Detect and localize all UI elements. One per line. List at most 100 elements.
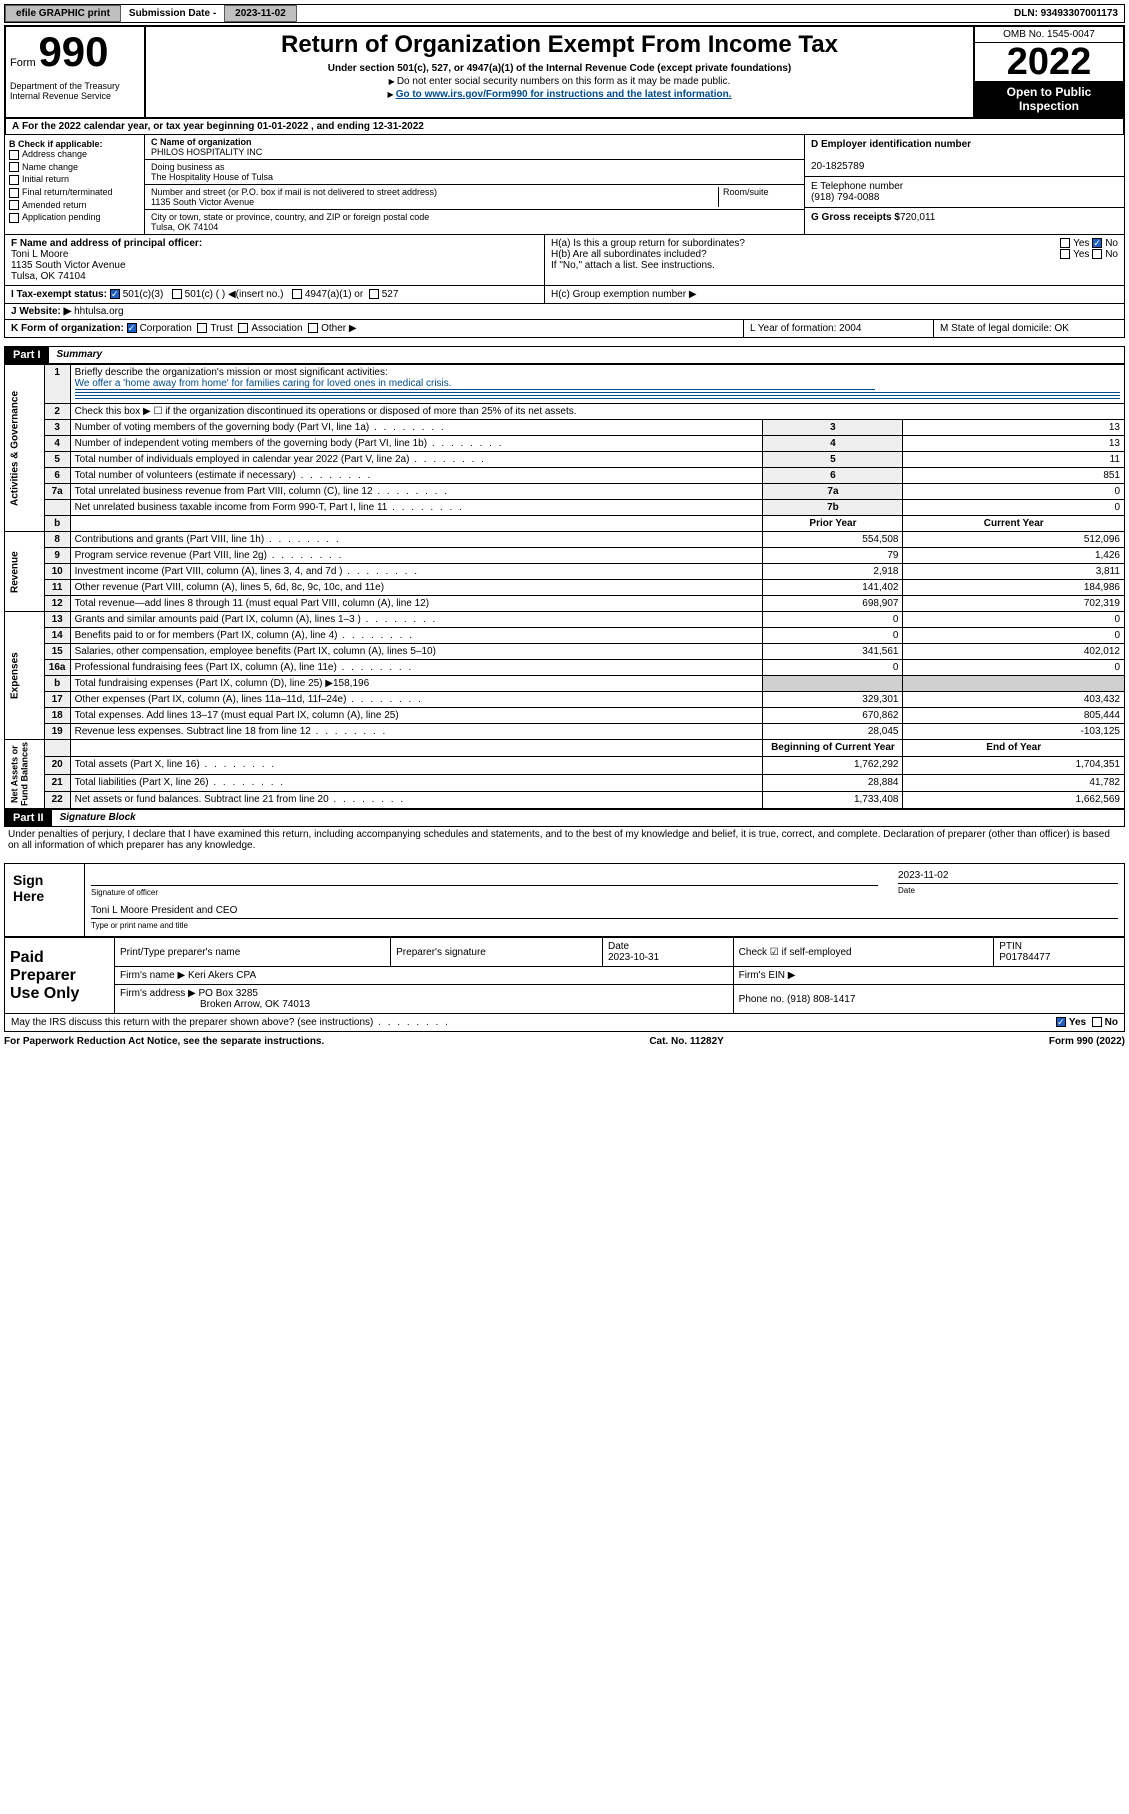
c-name-label: C Name of organization	[151, 137, 252, 147]
part1-header: Part I Summary	[4, 346, 1125, 364]
d-label: D Employer identification number	[811, 139, 971, 150]
subtitle-2: Do not enter social security numbers on …	[150, 76, 969, 87]
m-domicile: M State of legal domicile: OK	[934, 320, 1124, 337]
submission-label: Submission Date -	[125, 8, 220, 19]
firm-phone: Phone no. (918) 808-1417	[733, 985, 1124, 1014]
firm-addr: Firm's address ▶ PO Box 3285Broken Arrow…	[115, 985, 734, 1014]
prep-ptin: PTINP01784477	[994, 938, 1125, 967]
line16b: Total fundraising expenses (Part IX, col…	[70, 676, 763, 692]
i-501c3[interactable]: 501(c)(3)	[123, 289, 164, 300]
line16a: Professional fundraising fees (Part IX, …	[70, 660, 763, 676]
line13: Grants and similar amounts paid (Part IX…	[70, 612, 763, 628]
public-inspection: Open to Public Inspection	[975, 81, 1123, 117]
line8: Contributions and grants (Part VIII, lin…	[70, 532, 763, 548]
room-label: Room/suite	[718, 187, 798, 207]
ein: 20-1825789	[811, 161, 864, 172]
discuss-row: May the IRS discuss this return with the…	[4, 1014, 1125, 1032]
prep-check: Check ☑ if self-employed	[733, 938, 994, 967]
side-expenses: Expenses	[5, 612, 45, 740]
k-assoc[interactable]: Association	[251, 323, 302, 334]
h-b-note: If "No," attach a list. See instructions…	[551, 260, 1118, 271]
footer-mid: Cat. No. 11282Y	[649, 1036, 723, 1047]
side-activities: Activities & Governance	[5, 365, 45, 532]
h-a: H(a) Is this a group return for subordin…	[551, 238, 1118, 249]
officer-city: Tulsa, OK 74104	[11, 271, 538, 282]
signature-block: Sign Here Signature of officer 2023-11-0…	[4, 863, 1125, 937]
officer-name: Toni L Moore	[11, 249, 538, 260]
b-pending[interactable]: Application pending	[9, 212, 140, 223]
sig-date-label: Date	[898, 886, 1118, 895]
b-final[interactable]: Final return/terminated	[9, 187, 140, 198]
e-label: E Telephone number	[811, 181, 903, 192]
beg-year-hdr: Beginning of Current Year	[763, 740, 903, 757]
submission-date: 2023-11-02	[224, 5, 297, 22]
subtitle-1: Under section 501(c), 527, or 4947(a)(1)…	[150, 63, 969, 74]
footer: For Paperwork Reduction Act Notice, see …	[4, 1032, 1125, 1051]
k-corp[interactable]: Corporation	[140, 323, 192, 334]
street-addr: 1135 South Victor Avenue	[151, 197, 254, 207]
line18: Total expenses. Add lines 13–17 (must eq…	[70, 708, 763, 724]
side-revenue: Revenue	[5, 532, 45, 612]
l-formation: L Year of formation: 2004	[744, 320, 934, 337]
prior-year-hdr: Prior Year	[763, 516, 903, 532]
line2: Check this box ▶ ☐ if the organization d…	[70, 404, 1124, 420]
side-netassets: Net Assets or Fund Balances	[5, 740, 45, 809]
line4: Number of independent voting members of …	[70, 436, 763, 452]
line9: Program service revenue (Part VIII, line…	[70, 548, 763, 564]
f-h-block: F Name and address of principal officer:…	[4, 235, 1125, 286]
city-label: City or town, state or province, country…	[151, 212, 429, 222]
b-initial[interactable]: Initial return	[9, 174, 140, 185]
i-501c[interactable]: 501(c) ( ) ◀(insert no.)	[185, 289, 284, 300]
phone: (918) 794-0088	[811, 192, 879, 203]
b-amended[interactable]: Amended return	[9, 200, 140, 211]
officer-addr: 1135 South Victor Avenue	[11, 260, 538, 271]
tax-year: 2022	[975, 43, 1123, 81]
k-trust[interactable]: Trust	[210, 323, 232, 334]
efile-label: efile GRAPHIC print	[5, 5, 121, 22]
line5: Total number of individuals employed in …	[70, 452, 763, 468]
line21: Total liabilities (Part X, line 26)	[70, 774, 763, 791]
city: Tulsa, OK 74104	[151, 222, 218, 232]
b-name-change[interactable]: Name change	[9, 162, 140, 173]
preparer-block: Paid Preparer Use Only Print/Type prepar…	[4, 937, 1125, 1014]
prep-name-hdr: Print/Type preparer's name	[115, 938, 391, 967]
sign-here-label: Sign Here	[5, 864, 85, 936]
officer-title-label: Type or print name and title	[91, 921, 1118, 930]
prep-sig-hdr: Preparer's signature	[391, 938, 603, 967]
form-title: Return of Organization Exempt From Incom…	[150, 31, 969, 59]
declaration: Under penalties of perjury, I declare th…	[4, 827, 1125, 853]
k-row: K Form of organization: Corporation Trus…	[4, 320, 1125, 338]
subtitle-3: Go to www.irs.gov/Form990 for instructio…	[150, 89, 969, 100]
sig-date: 2023-11-02	[898, 870, 1118, 884]
current-year-hdr: Current Year	[903, 516, 1125, 532]
line22: Net assets or fund balances. Subtract li…	[70, 791, 763, 808]
line7a: Total unrelated business revenue from Pa…	[70, 484, 763, 500]
k-other[interactable]: Other ▶	[321, 323, 356, 334]
dba: The Hospitality House of Tulsa	[151, 172, 273, 182]
j-row: J Website: ▶ hhtulsa.org	[4, 304, 1125, 320]
end-year-hdr: End of Year	[903, 740, 1125, 757]
i-4947[interactable]: 4947(a)(1) or	[305, 289, 363, 300]
website[interactable]: hhtulsa.org	[74, 306, 123, 317]
paid-preparer-label: Paid Preparer Use Only	[5, 938, 115, 1014]
tax-year-line: A For the 2022 calendar year, or tax yea…	[4, 119, 1125, 135]
line7b: Net unrelated business taxable income fr…	[70, 500, 763, 516]
line12: Total revenue—add lines 8 through 11 (mu…	[70, 596, 763, 612]
addr-label: Number and street (or P.O. box if mail i…	[151, 187, 437, 197]
b-header: B Check if applicable:	[9, 139, 140, 149]
org-name: PHILOS HOSPITALITY INC	[151, 147, 262, 157]
i-527[interactable]: 527	[382, 289, 399, 300]
dln: DLN: 93493307001173	[1014, 8, 1124, 19]
form-header: Form 990 Department of the Treasury Inte…	[4, 25, 1125, 119]
line6: Total number of volunteers (estimate if …	[70, 468, 763, 484]
footer-left: For Paperwork Reduction Act Notice, see …	[4, 1036, 324, 1047]
firm-name: Firm's name ▶ Keri Akers CPA	[115, 967, 734, 985]
line1-label: Briefly describe the organization's miss…	[75, 367, 388, 378]
i-label: I Tax-exempt status:	[11, 289, 107, 300]
line20: Total assets (Part X, line 16)	[70, 757, 763, 774]
form-word: Form	[10, 57, 36, 69]
part2-header: Part II Signature Block	[4, 809, 1125, 827]
gross-receipts: 720,011	[900, 212, 935, 223]
h-b: H(b) Are all subordinates included? Yes …	[551, 249, 1118, 260]
b-addr-change[interactable]: Address change	[9, 149, 140, 160]
